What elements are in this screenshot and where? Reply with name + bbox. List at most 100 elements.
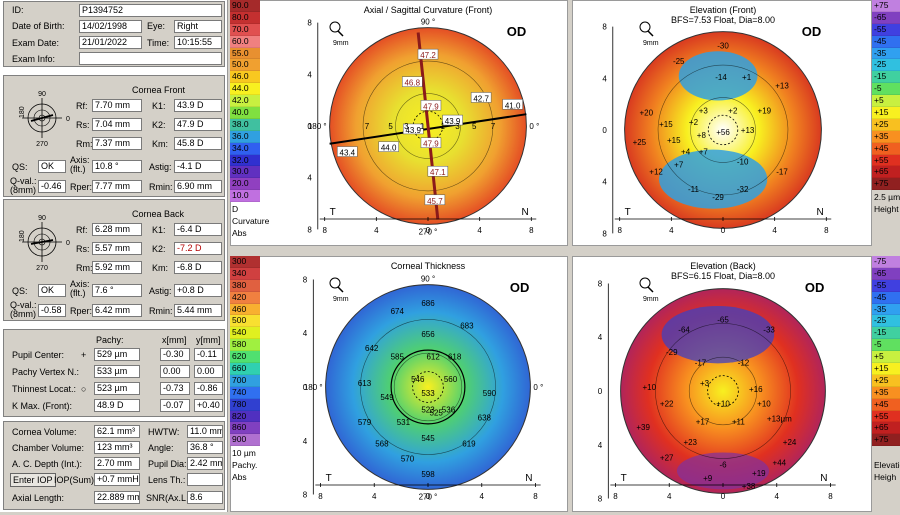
scale-kind: Height bbox=[874, 204, 899, 215]
back-rs-label: Rs: bbox=[76, 244, 90, 254]
magnifier-icon[interactable] bbox=[329, 21, 344, 37]
x-tick-label: 0 bbox=[721, 226, 726, 235]
front-axis: 10.8 ° bbox=[92, 160, 142, 173]
pachy-row-y: 0.00 bbox=[194, 365, 223, 378]
front-rf: 7.70 mm bbox=[92, 99, 142, 112]
exam-info-field[interactable] bbox=[79, 52, 222, 65]
back-rper-label: Rper: bbox=[70, 306, 93, 316]
acd-label: A. C. Depth (Int.): bbox=[12, 459, 83, 469]
scale-step: -55 bbox=[872, 279, 900, 292]
scale-step: +5 bbox=[872, 351, 900, 364]
exam-date-field[interactable]: 21/01/2022 bbox=[79, 36, 142, 49]
scale-step: +45 bbox=[872, 398, 900, 411]
color-scale: -75 -65 -55 -45 -35 -25 -15 -5 +5 +15 +25 +35 +45 +55… bbox=[872, 256, 900, 447]
id-field[interactable]: P1394752 bbox=[79, 4, 222, 17]
map-2-svg: Elevation (Front)BFS=7.53 Float, Dia=8.0… bbox=[602, 5, 832, 238]
dial-90: 90 bbox=[38, 215, 46, 222]
scale-step: 60.0 bbox=[230, 35, 260, 48]
magnifier-icon[interactable] bbox=[639, 277, 654, 293]
y-tick-label: 8 bbox=[307, 225, 312, 234]
deg-180: 180 ° bbox=[308, 122, 327, 131]
front-km-label: Km: bbox=[152, 139, 169, 149]
scale-step: -45 bbox=[872, 291, 900, 304]
magnifier-icon[interactable] bbox=[329, 277, 344, 293]
scale-step: 50.0 bbox=[230, 59, 260, 72]
map-value: +27 bbox=[660, 454, 674, 463]
map-window-3[interactable]: Corneal Thickness OD 9mm 8 4 0 4 8 8 4 0 4 8 T N 90 ° 27… bbox=[230, 256, 568, 512]
scale-step: +35 bbox=[872, 130, 900, 143]
x-tick-label: 8 bbox=[533, 492, 538, 501]
back-k2: -7.2 D bbox=[174, 242, 222, 255]
map-value: +20 bbox=[639, 108, 653, 117]
deg-270: 270 ° bbox=[419, 227, 438, 236]
back-qs-label: QS: bbox=[12, 286, 28, 296]
map-value: 41.0 bbox=[505, 101, 521, 110]
y-tick-label: 0 bbox=[303, 383, 308, 392]
deg-270: 270 ° bbox=[419, 492, 438, 501]
y-tick-label: 8 bbox=[303, 275, 308, 284]
scale-step: +75 bbox=[872, 0, 900, 12]
od-label: OD bbox=[510, 280, 530, 295]
map-value: 5 bbox=[472, 122, 477, 131]
map-value: +10 bbox=[642, 383, 656, 392]
pachy-row-value: 529 µm bbox=[94, 348, 140, 361]
back-km: -6.8 D bbox=[174, 261, 222, 274]
map-value: +39 bbox=[636, 423, 650, 432]
scale-step: 42.0 bbox=[230, 95, 260, 108]
map-window-4[interactable]: Elevation (Back) BFS=6.15 Float, Dia=8.00… bbox=[572, 256, 872, 512]
eye-label: Eye: bbox=[147, 21, 166, 31]
map-value: +13 bbox=[741, 126, 755, 135]
cornea-volume: 62.1 mm³ bbox=[94, 425, 140, 438]
pachy-row-value: 523 µm bbox=[94, 382, 140, 395]
value-box bbox=[378, 141, 399, 152]
map-value: 43.9 bbox=[405, 126, 421, 135]
dial-270: 270 bbox=[36, 265, 48, 272]
map-value: -14 bbox=[715, 73, 727, 82]
pachy-row-x: -0.30 bbox=[160, 348, 190, 361]
front-qs: OK bbox=[38, 160, 66, 173]
scale-step: 38.0 bbox=[230, 118, 260, 131]
back-astig-label: Astig: bbox=[149, 286, 172, 296]
dob-field[interactable]: 14/02/1998 bbox=[79, 20, 142, 33]
map-disk[interactable] bbox=[325, 284, 531, 490]
pachy-panel: Pachy: x[mm] y[mm] Pupil Center: +529 µm -… bbox=[3, 329, 225, 417]
map-value: 523 bbox=[421, 406, 435, 415]
map-value: +10 bbox=[716, 399, 730, 408]
exam-date-label: Exam Date: bbox=[12, 38, 60, 48]
back-k1-label: K1: bbox=[152, 225, 166, 235]
front-astig-label: Astig: bbox=[149, 162, 172, 172]
left-panel: ID: P1394752 Date of Birth: 14/02/1998 E… bbox=[0, 0, 228, 512]
scale-step: +35 bbox=[872, 386, 900, 399]
value-box bbox=[502, 99, 523, 110]
map-value: +8 bbox=[697, 131, 707, 140]
x-tick-label: 0 bbox=[721, 492, 726, 501]
ring bbox=[395, 93, 461, 159]
eye-field[interactable]: Right bbox=[174, 20, 222, 33]
map-value: 560 bbox=[444, 375, 458, 384]
map-value: +3 bbox=[700, 379, 710, 388]
iop-label: IOP(Sum): bbox=[54, 475, 97, 485]
ring bbox=[690, 97, 756, 163]
pachy-row-label: Pachy Vertex N.: bbox=[12, 367, 80, 377]
magnifier-icon[interactable] bbox=[639, 21, 654, 37]
scale-step: 860 bbox=[230, 422, 260, 435]
scale-step: +25 bbox=[872, 374, 900, 387]
map-value: 683 bbox=[460, 322, 474, 331]
y-tick-label: 4 bbox=[602, 74, 607, 83]
enter-iop-button[interactable]: Enter IOP bbox=[10, 473, 56, 487]
center-ring bbox=[390, 349, 466, 425]
front-qs-label: QS: bbox=[12, 162, 28, 172]
map-value: 618 bbox=[448, 352, 462, 361]
map-window-1[interactable]: Axial / Sagittal Curvature (Front) OD 9mm 8… bbox=[230, 0, 568, 246]
front-rmin-label: Rmin: bbox=[149, 182, 173, 192]
map-value: 536 bbox=[442, 406, 456, 415]
time-field[interactable]: 10:15:55 bbox=[174, 36, 222, 49]
cornea-back-panel: Cornea Back 90 270 0 180 Rf: 6.28 mm K1:… bbox=[3, 199, 225, 321]
map-value: 546 bbox=[411, 375, 425, 384]
map-window-2[interactable]: Elevation (Front) BFS=7.53 Float, Dia=8.0… bbox=[572, 0, 872, 246]
map-value: +10 bbox=[757, 399, 771, 408]
map-value: 656 bbox=[421, 330, 435, 339]
value-box bbox=[442, 114, 463, 126]
front-astig: -4.1 D bbox=[174, 160, 222, 173]
back-rm: 5.92 mm bbox=[92, 261, 142, 274]
